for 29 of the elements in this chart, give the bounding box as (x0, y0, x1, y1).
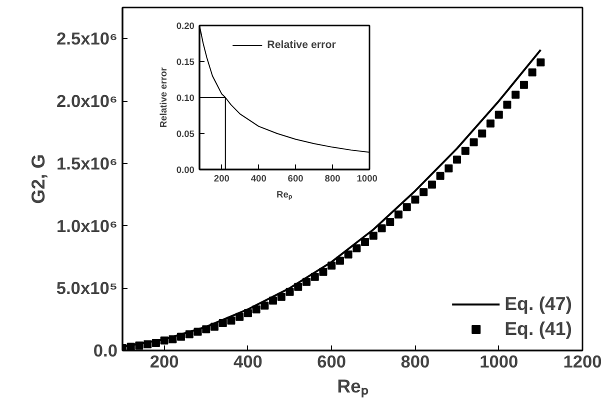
x-tick-label: 200 (150, 352, 179, 372)
x-tick-label: 1200 (563, 352, 602, 372)
x-tick-label: 200 (214, 174, 230, 184)
y-tick-label: 2.0x10⁶ (56, 91, 118, 112)
y-axis-title: Relative error (158, 67, 168, 128)
legend-label: Eq. (41) (504, 318, 572, 340)
x-axis-title: Reₚ (337, 376, 369, 398)
x-tick-label: 400 (250, 174, 266, 184)
y-tick-label: 0.20 (176, 21, 194, 31)
y-tick-label: 0.10 (176, 93, 194, 103)
x-tick-label: 400 (234, 352, 262, 372)
y-tick-label: 1.5x10⁶ (56, 153, 118, 174)
x-tick-label: 600 (288, 174, 304, 184)
x-tick-label: 1000 (356, 174, 378, 184)
x-tick-label: 800 (400, 352, 430, 372)
y-tick-label: 0.0 (93, 340, 118, 360)
y-tick-label: 2.5x10⁶ (56, 28, 118, 49)
x-tick-label: 800 (324, 174, 340, 184)
x-tick-label: 1000 (480, 352, 518, 372)
y-tick-label: 1.0x10⁶ (56, 216, 118, 236)
legend-label: Relative error (267, 39, 336, 51)
y-tick-label: 0.00 (176, 165, 194, 175)
x-axis-title: Reₚ (276, 190, 292, 200)
legend-label: Eq. (47) (504, 293, 572, 315)
y-tick-label: 0.05 (176, 129, 194, 139)
y-tick-label: 5.0x10⁵ (56, 278, 118, 298)
y-tick-label: 0.15 (176, 57, 194, 67)
y-axis-title: G2, G (27, 154, 48, 204)
x-tick-label: 600 (317, 352, 346, 372)
